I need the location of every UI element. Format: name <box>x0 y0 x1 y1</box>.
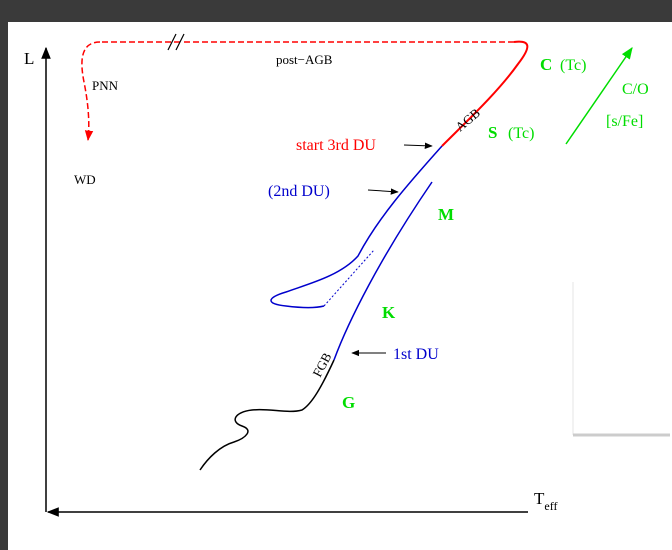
y-axis-label: L <box>24 49 34 68</box>
pnn-track <box>81 41 101 142</box>
post-agb-label: post−AGB <box>276 52 333 67</box>
x-axis-label-sub: eff <box>544 499 557 513</box>
s-tc-label: (Tc) <box>508 125 534 142</box>
fgb-label: FGB <box>309 350 334 380</box>
k-label: K <box>382 303 396 322</box>
s-label: S <box>488 123 497 142</box>
co-trend-label: C/O <box>622 81 649 98</box>
fgb-track <box>199 359 335 471</box>
trend-arrow <box>565 47 633 145</box>
rgb-track <box>333 181 433 361</box>
second-du-arrow <box>367 188 399 195</box>
axis-break-mark-1 <box>167 33 177 51</box>
wd-label: WD <box>74 172 96 187</box>
diagram-canvas: L Teff post−AGB PNN WD AGB FGB start 3rd… <box>8 22 672 550</box>
agb-track <box>441 40 529 147</box>
sfe-trend-label: [s/Fe] <box>606 113 643 130</box>
blue-dotted-connector <box>323 249 375 307</box>
hr-diagram: L Teff post−AGB PNN WD AGB FGB start 3rd… <box>24 33 670 517</box>
start-3rd-du-label: start 3rd DU <box>296 137 376 154</box>
x-axis-label-main: T <box>534 489 545 508</box>
m-label: M <box>438 205 454 224</box>
first-du-label: 1st DU <box>393 346 439 363</box>
start-3rd-du-arrow <box>403 142 433 149</box>
axis-break-mark-2 <box>175 33 185 51</box>
second-du-label: (2nd DU) <box>268 183 330 200</box>
pnn-label: PNN <box>92 78 119 93</box>
c-label: C <box>540 55 552 74</box>
g-label: G <box>342 393 355 412</box>
blue-loop <box>270 145 443 309</box>
x-axis-label: Teff <box>534 489 558 513</box>
c-tc-label: (Tc) <box>560 57 586 74</box>
